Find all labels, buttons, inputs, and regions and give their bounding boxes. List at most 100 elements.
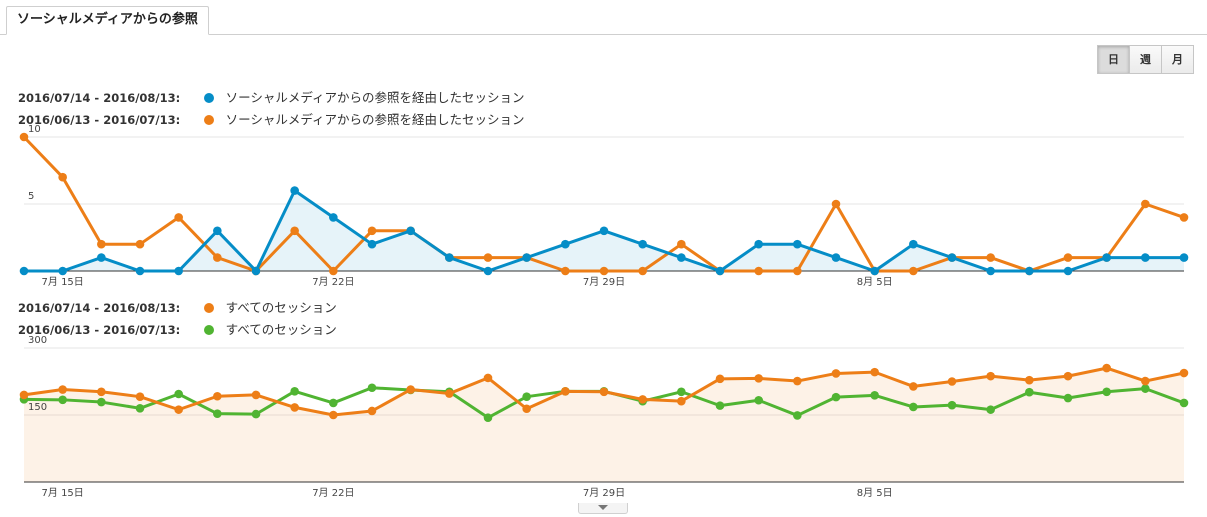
data-point[interactable] <box>97 239 106 249</box>
data-point[interactable] <box>1141 384 1150 393</box>
data-point[interactable] <box>329 213 338 222</box>
data-point[interactable] <box>947 253 957 262</box>
data-point[interactable] <box>1063 393 1073 403</box>
data-point[interactable] <box>677 396 686 406</box>
data-point[interactable] <box>58 385 67 394</box>
data-point[interactable] <box>793 239 802 249</box>
period-week-button[interactable]: 週 <box>1129 45 1162 74</box>
data-point[interactable] <box>754 266 763 276</box>
data-point[interactable] <box>19 132 29 142</box>
data-point[interactable] <box>483 413 493 422</box>
data-point[interactable] <box>638 395 647 404</box>
data-point[interactable] <box>1063 371 1073 381</box>
data-point[interactable] <box>831 253 841 262</box>
data-point[interactable] <box>1141 376 1150 386</box>
data-point[interactable] <box>1179 398 1189 408</box>
data-point[interactable] <box>213 391 222 401</box>
data-point[interactable] <box>213 253 222 262</box>
data-point[interactable] <box>445 389 454 398</box>
data-point[interactable] <box>677 253 686 262</box>
data-point[interactable] <box>677 387 686 397</box>
data-point[interactable] <box>406 385 415 394</box>
collapse-handle[interactable] <box>578 503 628 514</box>
data-point[interactable] <box>1063 253 1073 262</box>
data-point[interactable] <box>406 226 415 236</box>
data-point[interactable] <box>483 253 493 262</box>
data-point[interactable] <box>870 391 879 400</box>
data-point[interactable] <box>638 239 647 249</box>
data-point[interactable] <box>1063 266 1073 276</box>
data-point[interactable] <box>831 369 841 378</box>
data-point[interactable] <box>1141 199 1150 209</box>
data-point[interactable] <box>251 409 261 419</box>
data-point[interactable] <box>367 383 377 393</box>
data-point[interactable] <box>329 398 338 408</box>
data-point[interactable] <box>135 239 145 249</box>
data-point[interactable] <box>290 226 299 236</box>
data-point[interactable] <box>135 266 145 276</box>
data-point[interactable] <box>754 374 763 383</box>
data-point[interactable] <box>213 409 222 418</box>
data-point[interactable] <box>19 390 29 400</box>
data-point[interactable] <box>793 411 802 420</box>
data-point[interactable] <box>483 266 493 276</box>
data-point[interactable] <box>97 397 106 407</box>
data-point[interactable] <box>909 266 918 276</box>
data-point[interactable] <box>638 266 647 276</box>
data-point[interactable] <box>367 226 377 236</box>
data-point[interactable] <box>986 405 995 414</box>
data-point[interactable] <box>1179 213 1189 222</box>
data-point[interactable] <box>251 266 261 276</box>
period-month-button[interactable]: 月 <box>1161 45 1194 74</box>
data-point[interactable] <box>251 390 261 400</box>
data-point[interactable] <box>1025 375 1034 385</box>
data-point[interactable] <box>290 387 299 396</box>
data-point[interactable] <box>290 186 299 195</box>
data-point[interactable] <box>870 367 879 377</box>
data-point[interactable] <box>561 239 570 249</box>
data-point[interactable] <box>831 392 841 402</box>
data-point[interactable] <box>329 266 338 276</box>
data-point[interactable] <box>1025 266 1034 276</box>
data-point[interactable] <box>715 266 725 276</box>
data-point[interactable] <box>909 239 918 249</box>
data-point[interactable] <box>135 404 145 413</box>
data-point[interactable] <box>677 239 686 249</box>
data-point[interactable] <box>793 266 802 276</box>
data-point[interactable] <box>174 389 183 399</box>
tab-social-referrals[interactable]: ソーシャルメディアからの参照 <box>6 6 209 35</box>
data-point[interactable] <box>793 376 802 386</box>
data-point[interactable] <box>174 213 183 222</box>
data-point[interactable] <box>561 266 570 276</box>
data-point[interactable] <box>445 253 454 262</box>
data-point[interactable] <box>947 400 957 410</box>
data-point[interactable] <box>522 404 531 414</box>
data-point[interactable] <box>754 239 763 249</box>
data-point[interactable] <box>831 199 841 209</box>
period-day-button[interactable]: 日 <box>1097 45 1130 74</box>
data-point[interactable] <box>1025 387 1034 397</box>
data-point[interactable] <box>522 392 531 401</box>
data-point[interactable] <box>483 373 493 383</box>
data-point[interactable] <box>1179 368 1189 378</box>
data-point[interactable] <box>947 377 957 386</box>
data-point[interactable] <box>1141 253 1150 262</box>
data-point[interactable] <box>58 395 67 405</box>
data-point[interactable] <box>1102 363 1111 373</box>
data-point[interactable] <box>19 266 29 276</box>
data-point[interactable] <box>58 266 67 276</box>
data-point[interactable] <box>599 266 609 276</box>
data-point[interactable] <box>174 266 183 276</box>
data-point[interactable] <box>561 387 570 396</box>
data-point[interactable] <box>97 387 106 397</box>
data-point[interactable] <box>715 401 725 410</box>
data-point[interactable] <box>870 266 879 276</box>
data-point[interactable] <box>986 371 995 381</box>
data-point[interactable] <box>1102 387 1111 397</box>
data-point[interactable] <box>367 239 377 249</box>
data-point[interactable] <box>1179 253 1189 262</box>
data-point[interactable] <box>58 172 67 182</box>
data-point[interactable] <box>909 382 918 391</box>
data-point[interactable] <box>986 266 995 276</box>
data-point[interactable] <box>986 253 995 262</box>
